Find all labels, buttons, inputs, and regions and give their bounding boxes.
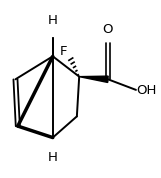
Text: H: H: [48, 151, 58, 164]
Text: OH: OH: [136, 84, 156, 97]
Text: H: H: [48, 14, 58, 27]
Text: O: O: [103, 23, 113, 36]
Polygon shape: [79, 76, 108, 82]
Text: F: F: [60, 45, 67, 58]
